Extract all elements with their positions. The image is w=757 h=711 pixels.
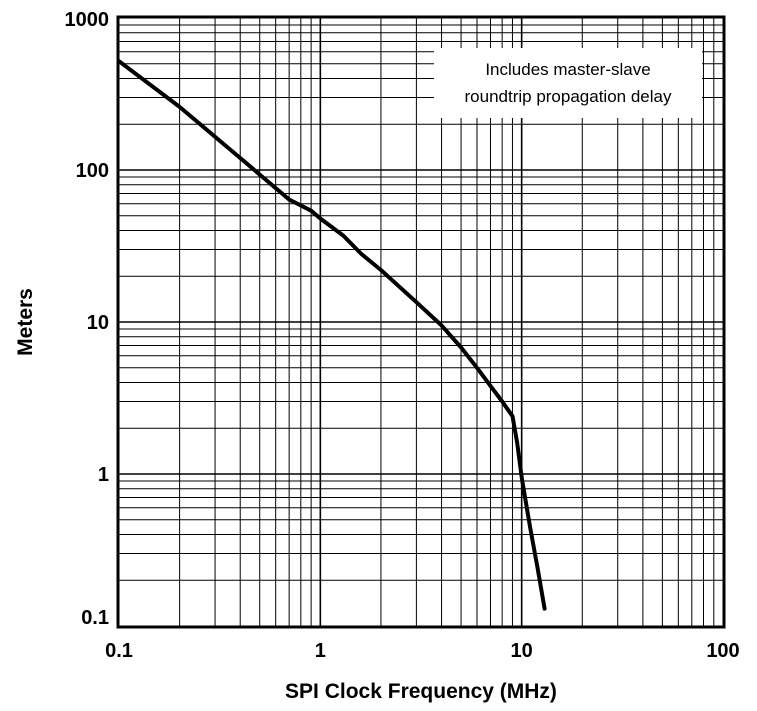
x-tick-label: 0.1 [105, 640, 133, 662]
y-tick-label: 10 [87, 312, 109, 334]
annotation-line: roundtrip propagation delay [465, 87, 672, 106]
annotation-background [434, 48, 702, 118]
annotation-box: Includes master-slave roundtrip propagat… [434, 48, 702, 118]
plot-frame [116, 15, 726, 629]
x-axis-label: SPI Clock Frequency (MHz) [285, 680, 557, 703]
y-tick-label: 100 [76, 160, 109, 182]
y-axis-label: Meters [14, 288, 37, 356]
series-line [117, 59, 547, 611]
x-tick-label: 100 [706, 640, 739, 662]
y-tick-label: 1000 [65, 9, 110, 31]
y-tick-label: 1 [98, 464, 109, 486]
x-tick-label: 10 [511, 640, 533, 662]
x-tick-labels: 0.1 1 10 100 [105, 640, 740, 662]
annotation-line: Includes master-slave [485, 60, 650, 79]
series-layer [117, 59, 547, 611]
y-tick-labels: 0.1 1 10 100 1000 [65, 9, 110, 629]
x-tick-label: 1 [315, 640, 326, 662]
grid-lines [119, 18, 723, 626]
y-tick-label: 0.1 [81, 607, 109, 629]
